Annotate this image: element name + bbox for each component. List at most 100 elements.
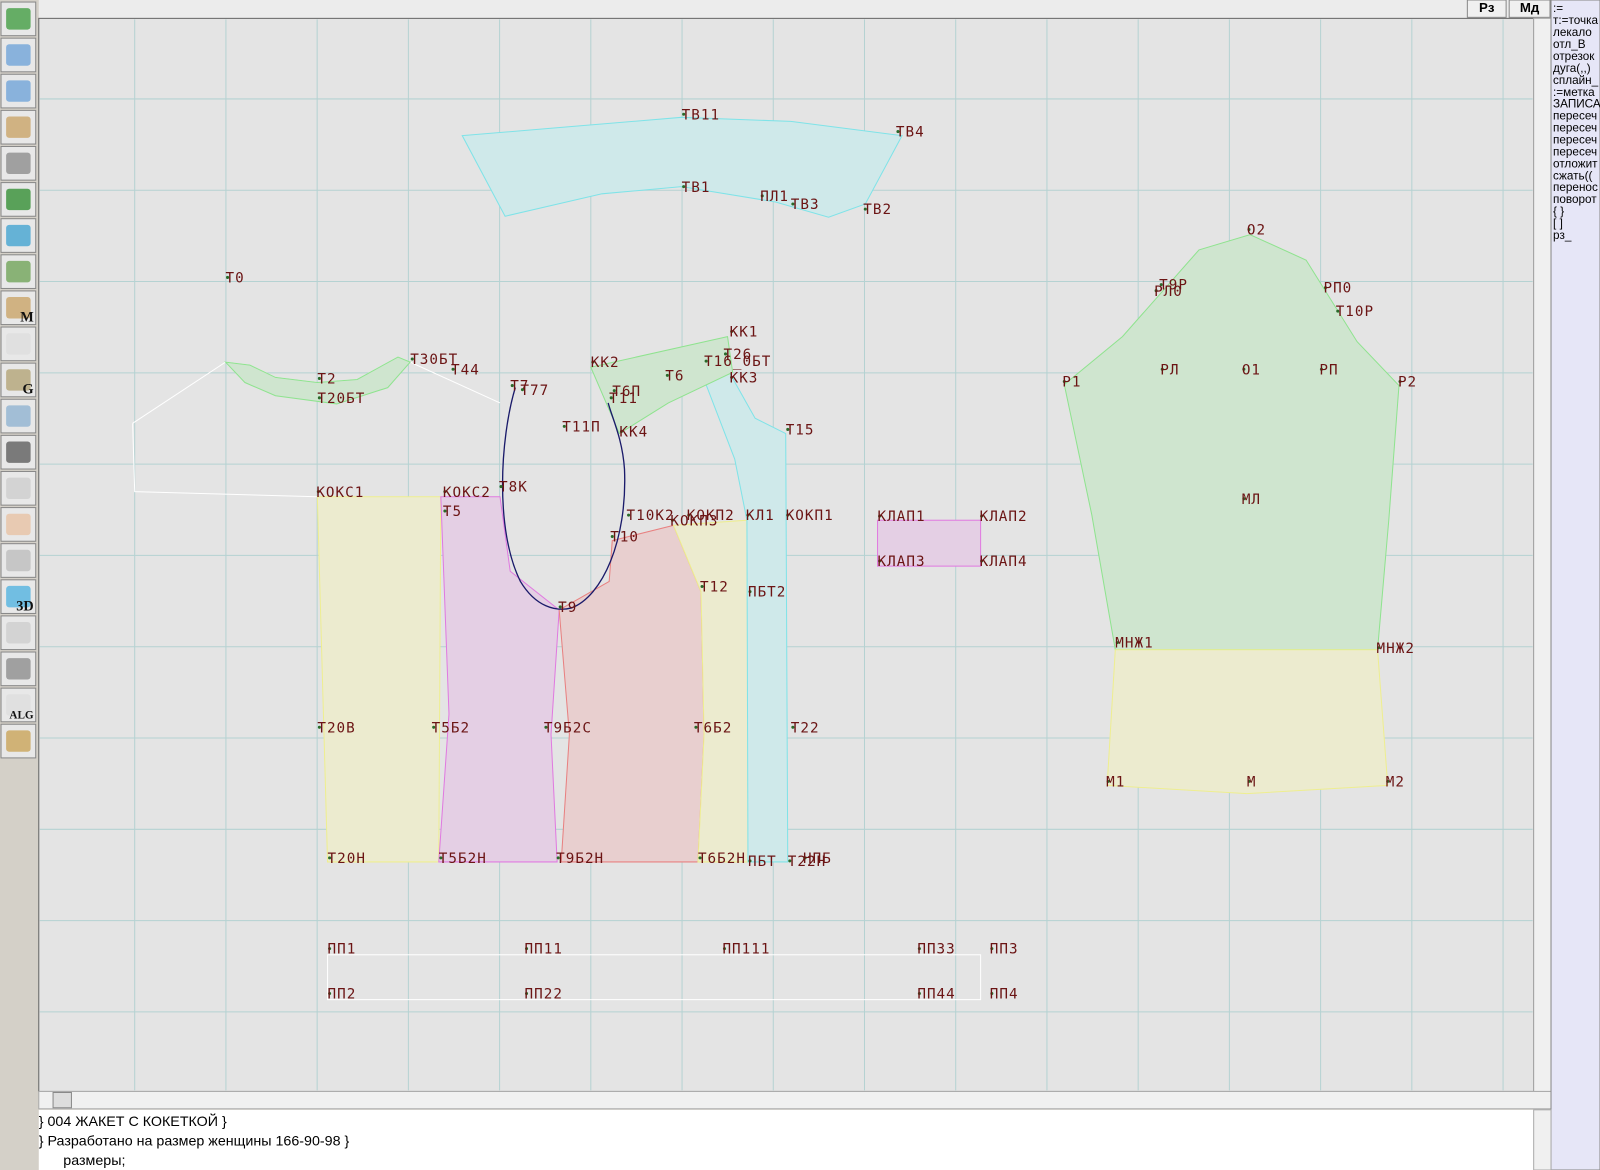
point-label[interactable]: Т77 [520, 383, 549, 399]
point-label[interactable]: ПЛ1 [760, 189, 789, 205]
point-label[interactable]: Т9Р [1159, 278, 1188, 294]
command-item[interactable]: дуга(,,) [1553, 62, 1591, 75]
command-item[interactable]: [ ] [1553, 217, 1563, 230]
point-label[interactable]: ПП22 [524, 987, 562, 1003]
point-label[interactable]: НПБ [803, 851, 832, 867]
point-label[interactable]: ТВ11 [682, 107, 720, 123]
point-label[interactable]: Т9 [558, 600, 577, 616]
point-label[interactable]: ТВ4 [896, 125, 925, 141]
editor-scrollbar[interactable] [1533, 1109, 1552, 1170]
command-item[interactable]: отл_В [1553, 38, 1586, 51]
point-label[interactable]: Т6П [612, 384, 641, 400]
point-label[interactable]: КОКП3 [670, 513, 718, 529]
point-label[interactable]: Т10К2 [627, 508, 675, 524]
point-label[interactable]: Т8К [499, 480, 528, 496]
point-label[interactable]: Т6Б2 [694, 720, 732, 736]
point-label[interactable]: Т22Н [788, 854, 826, 870]
point-label[interactable]: КОКП1 [786, 508, 834, 524]
command-item[interactable]: := [1553, 2, 1563, 15]
command-item[interactable]: поворот [1553, 193, 1597, 206]
point-label[interactable]: Т5Б2Н [439, 851, 487, 867]
point-label[interactable]: Т0 [226, 271, 245, 287]
command-item[interactable]: ЗАПИСА [1553, 98, 1600, 111]
point-label[interactable]: Т9Б2Н [556, 851, 604, 867]
point-label[interactable]: ПБТ [748, 854, 777, 870]
point-label[interactable]: Т30БТ [410, 352, 458, 368]
command-item[interactable]: лекало [1553, 26, 1592, 39]
point-label[interactable]: МНЖ2 [1377, 641, 1415, 657]
command-item[interactable]: { } [1553, 205, 1564, 218]
command-item[interactable]: сплайн_ [1553, 74, 1599, 87]
point-label[interactable]: КЛАП3 [878, 554, 926, 570]
point-label[interactable]: Т5 [443, 504, 462, 520]
point-label[interactable]: ТВ3 [791, 197, 820, 213]
point-label[interactable]: КК2 [591, 355, 620, 371]
point-label[interactable]: КОКС2 [443, 485, 491, 501]
command-item[interactable]: перенос [1553, 181, 1598, 194]
command-item[interactable]: т:=точка [1553, 14, 1598, 27]
point-label[interactable]: КК4 [619, 425, 648, 441]
point-label[interactable]: ПП1 [328, 942, 357, 958]
point-label[interactable]: Т22 [791, 720, 820, 736]
point-label[interactable]: ПП3 [990, 942, 1019, 958]
point-label[interactable]: РЛ [1160, 362, 1179, 378]
point-label[interactable]: РП [1319, 362, 1338, 378]
point-label[interactable]: ПП111 [722, 942, 770, 958]
point-label[interactable]: КК1 [730, 325, 759, 341]
point-label[interactable]: ПП11 [524, 942, 562, 958]
point-label[interactable]: Т11 [609, 391, 638, 407]
point-label[interactable]: О2 [1247, 223, 1266, 239]
point-label[interactable]: Т26 [723, 347, 752, 363]
point-label[interactable]: Т6Б2Н [698, 851, 746, 867]
point-label[interactable]: ТВ1 [682, 180, 711, 196]
command-item[interactable]: рз_ [1553, 229, 1572, 242]
point-label[interactable]: М [1247, 774, 1257, 790]
point-label[interactable]: Т2 [317, 372, 336, 388]
point-label[interactable]: М1 [1106, 774, 1125, 790]
h-scrollbar[interactable] [38, 1090, 1552, 1110]
point-label[interactable]: КЛАП4 [980, 554, 1028, 570]
point-label[interactable]: Т6 [665, 368, 684, 384]
point-label[interactable]: Р2 [1398, 375, 1417, 391]
point-label[interactable]: МНЖ1 [1115, 636, 1153, 652]
point-label[interactable]: Т16_0БТ [704, 354, 771, 370]
command-item[interactable]: отрезок [1553, 50, 1595, 63]
point-label[interactable]: ПБТ2 [748, 585, 786, 601]
point-label[interactable]: КЛАП2 [980, 509, 1028, 525]
command-item[interactable]: пересеч [1553, 122, 1597, 135]
button-rz[interactable] [1466, 0, 1507, 18]
point-label[interactable]: Т10 [610, 530, 639, 546]
point-label[interactable]: Т44 [451, 362, 480, 378]
command-item[interactable]: отложит [1553, 157, 1598, 170]
scroll-thumb[interactable] [52, 1091, 72, 1109]
point-label[interactable]: Т20БТ [317, 391, 365, 407]
point-label[interactable]: КОКП2 [687, 508, 735, 524]
point-label[interactable]: Т20Н [328, 851, 366, 867]
point-label[interactable]: Т7 [510, 379, 529, 395]
v-scrollbar[interactable] [1533, 17, 1552, 1092]
point-label[interactable]: МЛ [1242, 492, 1261, 508]
point-label[interactable]: Т9Б2С [544, 720, 592, 736]
point-label[interactable]: М2 [1386, 774, 1405, 790]
point-label[interactable]: КЛАП1 [878, 509, 926, 525]
command-item[interactable]: пересеч [1553, 134, 1597, 147]
point-label[interactable]: ТВ2 [863, 202, 892, 218]
point-label[interactable]: ПП2 [328, 987, 357, 1003]
point-label[interactable]: Т11П [562, 419, 600, 435]
point-label[interactable]: Р1 [1062, 375, 1081, 391]
command-item[interactable]: пересеч [1553, 145, 1597, 158]
point-label[interactable]: ПП33 [917, 942, 955, 958]
point-label[interactable]: Т10Р [1336, 304, 1374, 320]
point-label[interactable]: КЛ1 [746, 508, 775, 524]
point-label[interactable]: ПП44 [917, 987, 955, 1003]
point-label[interactable]: КК3 [730, 371, 759, 387]
point-label[interactable]: Т12 [700, 580, 729, 596]
button-md[interactable] [1508, 0, 1551, 18]
point-label[interactable]: Т5Б2 [432, 720, 470, 736]
point-label[interactable]: РЛ0 [1154, 284, 1183, 300]
command-item[interactable]: :=метка [1553, 86, 1595, 99]
point-label[interactable]: О1 [1242, 362, 1261, 378]
command-item[interactable]: пересеч [1553, 110, 1597, 123]
editor[interactable] [38, 1109, 1552, 1170]
command-item[interactable]: сжать(( [1553, 169, 1592, 182]
